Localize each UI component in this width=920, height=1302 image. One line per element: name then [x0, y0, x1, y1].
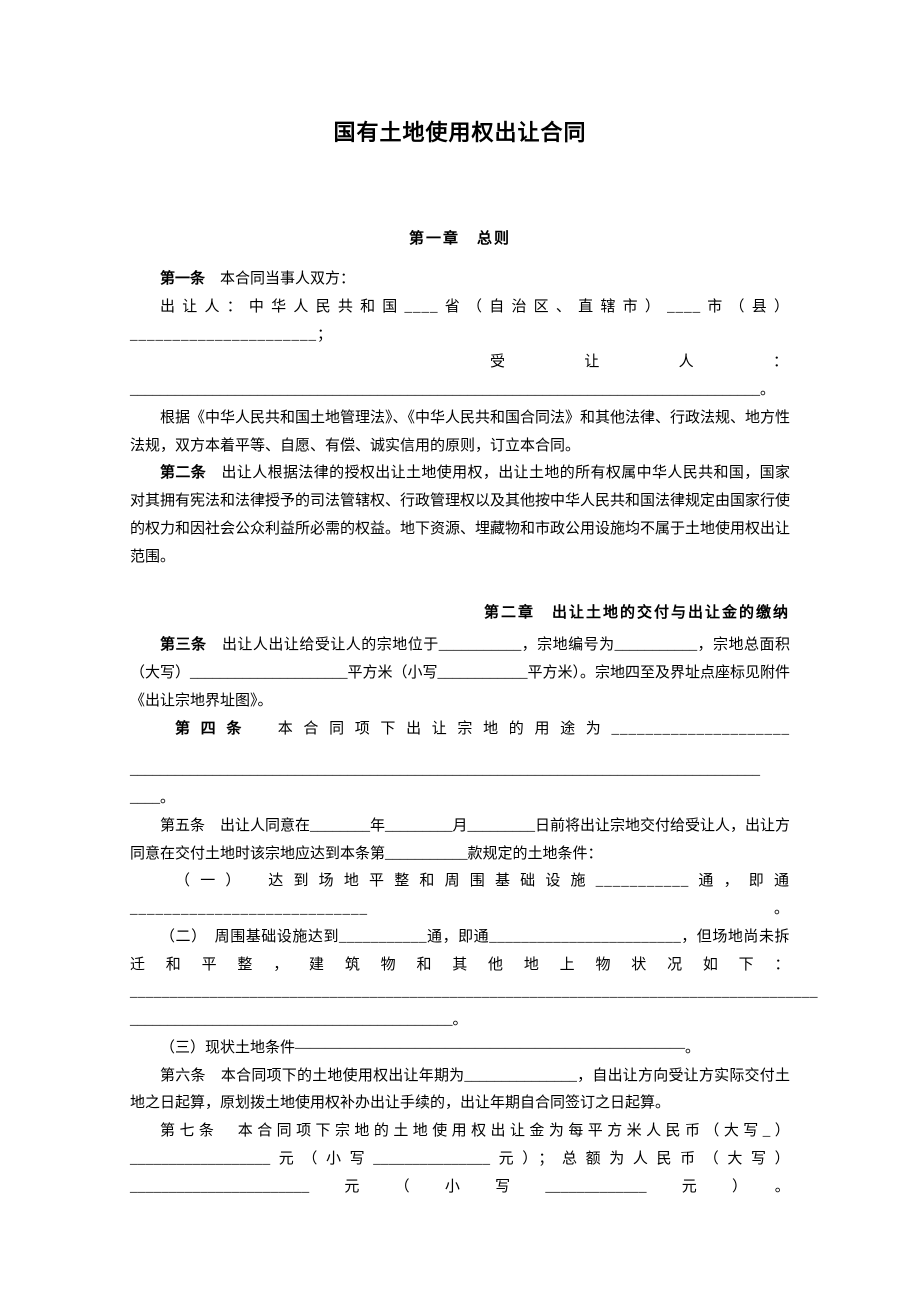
article-1-line4: ________________________________________… — [130, 377, 790, 405]
article-4-line3: ____。 — [130, 785, 790, 813]
document-page: 国有土地使用权出让合同 第一章 总则 第一条 本合同当事人双方： 出让人：中华人… — [0, 0, 920, 1302]
chapter2-heading: 第二章 出让土地的交付与出让金的缴纳 — [130, 601, 790, 622]
article-1-para2: 根据《中华人民共和国土地管理法》、《中华人民共和国合同法》和其他法律、行政法规、… — [130, 405, 790, 461]
article-7: 第七条 本合同项下宗地的土地使用权出让金为每平方米人民币（大写_）_______… — [130, 1118, 790, 1201]
document-title: 国有土地使用权出让合同 — [130, 115, 790, 147]
article-4-label: 第四条 — [175, 721, 252, 737]
article-1-line1: 第一条 本合同当事人双方： — [130, 266, 790, 294]
article-1-label: 第一条 — [160, 271, 205, 287]
article-6: 第六条 本合同项下的土地使用权出让年期为_______________，自出让方… — [130, 1063, 790, 1119]
article-2-label: 第二条 — [160, 465, 206, 481]
article-5-item3: （三）现状土地条件——————————————————————————。 — [130, 1035, 790, 1063]
article-1-line2: 出让人：中华人民共和国____省（自治区、直辖市）____市（县）_______… — [130, 294, 790, 350]
article-2-text: 出让人根据法律的授权出让土地使用权，出让土地的所有权属中华人民共和国，国家对其拥… — [130, 465, 790, 564]
article-2: 第二条 出让人根据法律的授权出让土地使用权，出让土地的所有权属中华人民共和国，国… — [130, 460, 790, 571]
article-5: 第五条 出让人同意在________年_________月_________日前… — [130, 813, 790, 869]
article-4-line1: 第四条 本合同项下出让宗地的用途为_____________________ — [130, 716, 790, 744]
article-5-item1: （一） 达到场地平整和周围基础设施___________通，即通________… — [130, 868, 790, 924]
article-1-text: 本合同当事人双方： — [220, 271, 355, 287]
article-3: 第三条 出让人出让给受让人的宗地位于___________，宗地编号为_____… — [130, 632, 790, 715]
article-3-label: 第三条 — [160, 637, 206, 653]
article-4-line2: ________________________________________… — [130, 757, 790, 785]
article-1-line3: 受让人： — [130, 349, 790, 377]
chapter1-heading: 第一章 总则 — [130, 227, 790, 248]
article-5-item2: （二） 周围基础设施达到___________通，即通_____________… — [130, 924, 790, 1007]
article-5-item2b: ________________________________________… — [130, 1007, 790, 1035]
article-4-text: 本合同项下出让宗地的用途为_____________________ — [278, 721, 790, 737]
article-3-text: 出让人出让给受让人的宗地位于___________，宗地编号为_________… — [130, 637, 790, 709]
